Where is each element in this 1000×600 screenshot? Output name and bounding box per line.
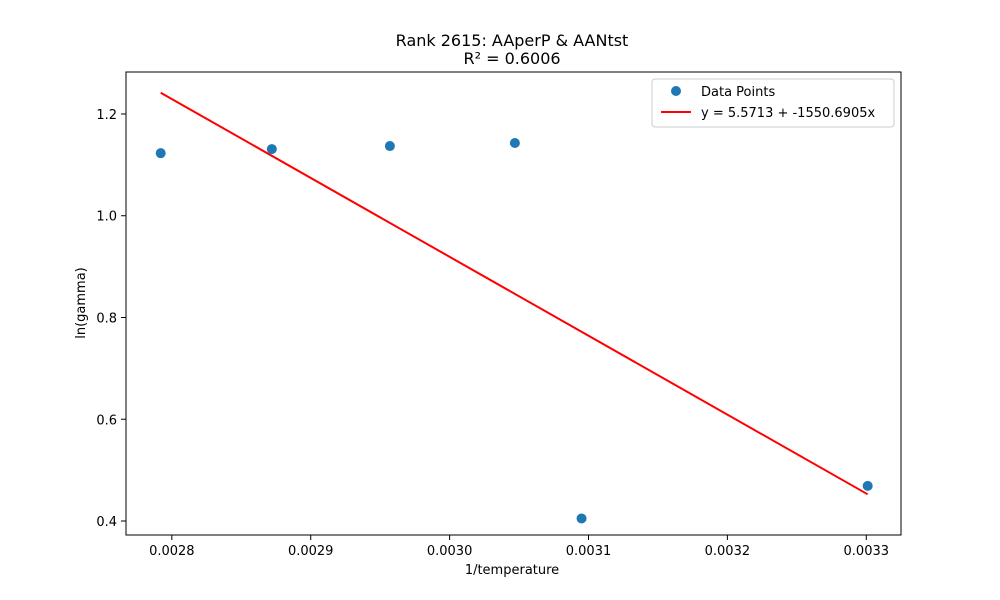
x-axis-label: 1/temperature <box>465 563 559 578</box>
data-point <box>509 137 520 148</box>
data-point <box>384 141 395 152</box>
y-tick-label: 1.0 <box>96 210 117 225</box>
legend: Data Points y = 5.5713 + -1550.6905x <box>651 78 895 128</box>
data-points-layer <box>155 137 873 524</box>
data-point <box>576 513 587 524</box>
fit-line-layer <box>160 91 869 496</box>
x-tick-label: 0.0032 <box>705 544 751 559</box>
data-point <box>266 144 277 155</box>
legend-label-fit-line: y = 5.5713 + -1550.6905x <box>701 106 875 121</box>
y-axis-label: ln(gamma) <box>74 267 89 339</box>
chart-subtitle: R² = 0.6006 <box>463 49 560 68</box>
data-point <box>155 148 166 159</box>
data-point <box>862 480 873 491</box>
y-tick-label: 0.8 <box>96 311 117 326</box>
chart-title: Rank 2615: AAperP & AANtst <box>396 31 629 50</box>
x-tick-label: 0.0031 <box>566 544 612 559</box>
legend-box <box>651 78 895 128</box>
y-tick-label: 0.6 <box>96 413 117 428</box>
y-tick-label: 0.4 <box>96 515 117 530</box>
fit-line <box>160 91 869 496</box>
x-tick-label: 0.0030 <box>427 544 473 559</box>
x-axis-ticks: 0.0028 0.0029 0.0030 0.0031 0.0032 0.0033 <box>149 535 889 559</box>
y-tick-label: 1.2 <box>96 108 117 123</box>
plot-area <box>125 71 902 536</box>
legend-marker-data-points <box>671 86 681 96</box>
plot-frame <box>125 71 902 536</box>
x-tick-label: 0.0033 <box>844 544 890 559</box>
x-tick-label: 0.0028 <box>149 544 195 559</box>
y-axis-ticks: 0.4 0.6 0.8 1.0 1.2 <box>96 108 126 530</box>
x-tick-label: 0.0029 <box>288 544 334 559</box>
legend-label-data-points: Data Points <box>701 85 775 100</box>
